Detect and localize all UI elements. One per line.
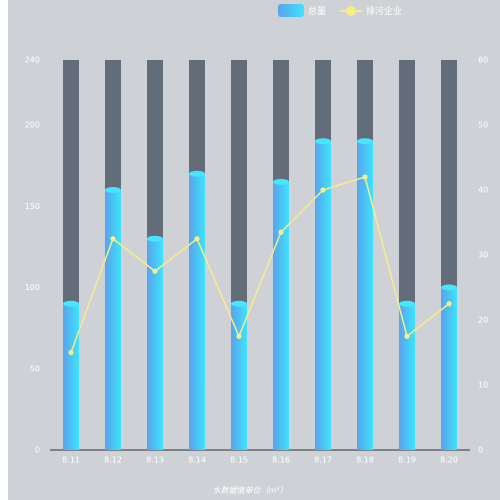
left-edge-strip (0, 0, 8, 500)
legend-label-enterprises: 排污企业 (366, 7, 403, 17)
bar-cap (357, 138, 373, 145)
y-right-tick-label: 50 (478, 121, 488, 130)
y-right-tick-label: 30 (478, 251, 488, 260)
legend-label-total: 总量 (308, 7, 327, 17)
x-tick-label: 8.19 (398, 456, 416, 465)
bar (357, 141, 373, 450)
line-point (194, 236, 200, 242)
y-left-tick-label: 200 (25, 121, 40, 130)
x-tick-label: 8.12 (104, 456, 122, 465)
line-point (278, 229, 284, 235)
x-tick-label: 8.14 (188, 456, 206, 465)
bar-cap (147, 235, 163, 242)
x-tick-label: 8.17 (314, 456, 332, 465)
bar-cap (315, 138, 331, 145)
bar-cap (399, 300, 415, 307)
y-right-tick-label: 10 (478, 381, 488, 390)
x-tick-label: 8.11 (62, 456, 80, 465)
y-left-tick-label: 240 (25, 56, 40, 65)
line-series (70, 176, 450, 353)
bar-cap (105, 187, 121, 193)
legend-item-enterprises[interactable]: 排污企业 (340, 4, 402, 17)
x-tick-label: 8.16 (272, 456, 290, 465)
bar (273, 181, 289, 450)
bar (441, 287, 457, 450)
x-tick-label: 8.15 (230, 456, 248, 465)
bar (399, 303, 415, 450)
bar (189, 173, 205, 450)
bar (105, 190, 121, 450)
bar-cap (189, 170, 205, 177)
line-point (110, 236, 116, 242)
bar-cap (273, 178, 289, 185)
bar (315, 141, 331, 450)
bar-swatch-icon (278, 4, 304, 17)
bar-cap (231, 300, 247, 307)
unit-footnote: 水数据值单位（m³） (212, 486, 288, 495)
y-right-tick-label: 60 (478, 56, 488, 65)
y-left-tick-label: 0 (35, 446, 40, 455)
bar (63, 303, 79, 450)
line-point (236, 333, 242, 339)
line-point (362, 174, 368, 180)
legend-item-total[interactable]: 总量 (278, 4, 326, 17)
y-left-tick-label: 50 (30, 364, 40, 373)
y-right-tick-label: 0 (478, 446, 483, 455)
y-right-tick-label: 40 (478, 186, 488, 195)
bar-cap (63, 300, 79, 307)
bar-cap (441, 284, 457, 291)
y-right-tick-label: 20 (478, 316, 488, 325)
line-point (152, 268, 158, 274)
x-tick-label: 8.20 (440, 456, 458, 465)
x-tick-label: 8.18 (356, 456, 374, 465)
line-point (320, 187, 326, 193)
legend: 总量 排污企业 (278, 4, 402, 17)
line-point (68, 349, 74, 356)
line-point (446, 301, 452, 307)
bar (147, 238, 163, 450)
y-left-tick-label: 100 (25, 283, 40, 292)
line-point (404, 333, 410, 339)
x-tick-label: 8.13 (146, 456, 164, 465)
bar (231, 303, 247, 450)
line-swatch-icon (340, 4, 363, 17)
y-left-tick-label: 150 (25, 202, 40, 211)
